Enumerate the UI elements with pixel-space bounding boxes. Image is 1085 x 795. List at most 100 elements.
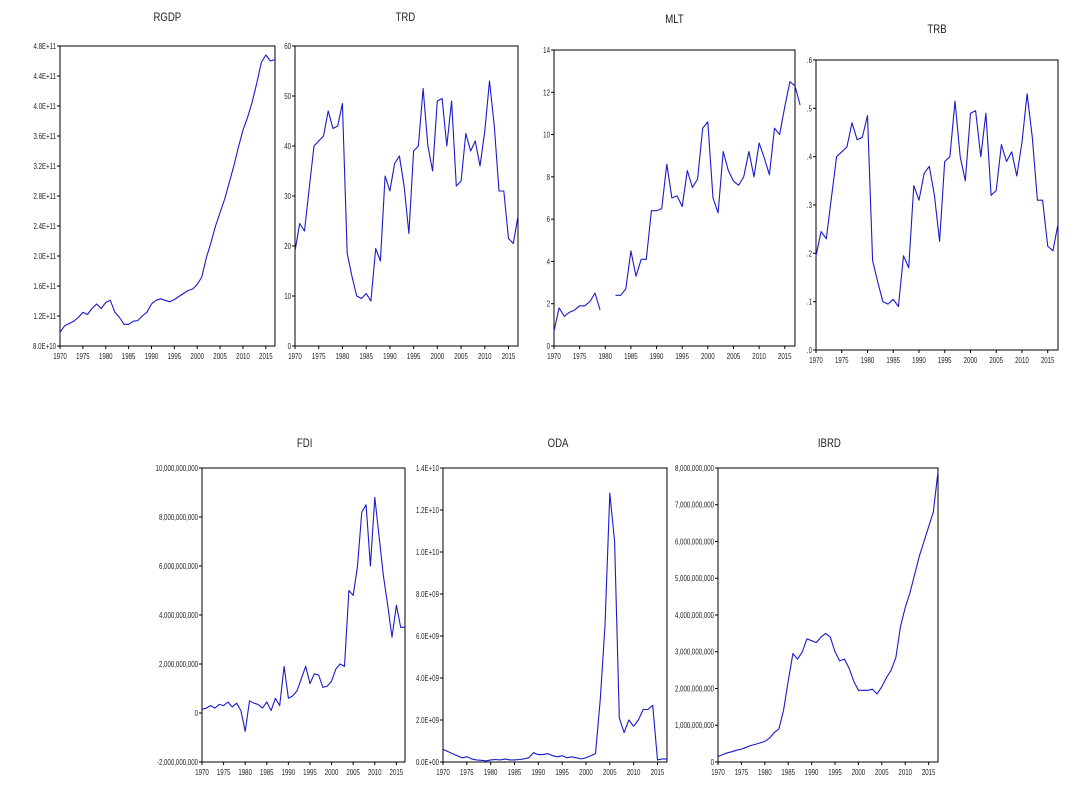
x-tick-label: 2000 bbox=[852, 767, 866, 777]
x-tick-label: 1995 bbox=[555, 767, 569, 777]
y-tick-label: 7,000,000,000 bbox=[675, 500, 714, 510]
y-tick-label: 4,000,000,000 bbox=[675, 610, 714, 620]
x-tick-label: 1990 bbox=[532, 767, 546, 777]
chart-panel-rgdp: RGDP 8.0E+10 1.2E+11 1.6E+11 2.0E+11 2.4E+11… bbox=[0, 0, 285, 380]
y-tick-label: 14 bbox=[543, 45, 550, 55]
y-tick-label: 2 bbox=[547, 299, 550, 309]
y-tick-label: 6,000,000,000 bbox=[159, 561, 198, 571]
y-tick-label: 1.0E+10 bbox=[416, 547, 439, 557]
y-tick-label: .0 bbox=[807, 345, 812, 355]
x-tick-label: 1980 bbox=[758, 767, 772, 777]
x-tick-label: 2005 bbox=[989, 355, 1003, 365]
series-line bbox=[815, 93, 1059, 308]
y-tick-label: 4.0E+09 bbox=[416, 673, 439, 683]
x-tick-label: 1975 bbox=[217, 767, 231, 777]
x-tick-label: 1975 bbox=[573, 351, 587, 361]
y-tick-label: 8,000,000,000 bbox=[675, 463, 714, 473]
y-tick-label: 4.4E+11 bbox=[34, 71, 56, 81]
x-tick-label: 1970 bbox=[436, 767, 450, 777]
y-tick-label: 10 bbox=[284, 291, 291, 301]
y-tick-label: 0 bbox=[288, 341, 291, 351]
x-tick-label: 1985 bbox=[508, 767, 522, 777]
x-tick-label: 1995 bbox=[168, 351, 182, 361]
chart-svg: .0 .1 .2 .3 .4 .5 .6 1970 1975 1980 1985 1990 1995 20… bbox=[807, 55, 1059, 365]
x-tick-label: 2010 bbox=[478, 351, 492, 361]
x-tick-label: 2000 bbox=[431, 351, 445, 361]
y-tick-label: .1 bbox=[807, 297, 812, 307]
x-tick-label: 2010 bbox=[627, 767, 641, 777]
x-tick-label: 1995 bbox=[938, 355, 952, 365]
y-tick-label: 0.0E+00 bbox=[416, 757, 439, 767]
y-tick-label: 4 bbox=[547, 256, 550, 266]
y-tick-label: .3 bbox=[807, 200, 812, 210]
x-tick-label: 2005 bbox=[213, 351, 227, 361]
x-tick-label: 1975 bbox=[76, 351, 90, 361]
x-tick-label: 2015 bbox=[259, 351, 273, 361]
x-tick-label: 2005 bbox=[727, 351, 741, 361]
chart-svg: -2,000,000,000 0 2,000,000,000 4,000,000,00… bbox=[156, 463, 406, 777]
x-tick-label: 1990 bbox=[383, 351, 397, 361]
x-tick-label: 1970 bbox=[809, 355, 823, 365]
x-tick-label: 2015 bbox=[390, 767, 404, 777]
x-tick-label: 1995 bbox=[303, 767, 317, 777]
x-tick-label: 1975 bbox=[835, 355, 849, 365]
chart-title: TRD bbox=[395, 10, 416, 24]
x-tick-label: 1995 bbox=[828, 767, 842, 777]
y-tick-label: 6,000,000,000 bbox=[675, 536, 714, 546]
chart-panel-mlt: MLT 0 2 4 6 8 10 12 14 1970 1975 1980 1985 1990 1995 2… bbox=[540, 0, 810, 380]
x-tick-label: 1980 bbox=[861, 355, 875, 365]
x-tick-label: 1985 bbox=[260, 767, 274, 777]
x-tick-label: 1990 bbox=[282, 767, 296, 777]
x-tick-label: 2010 bbox=[236, 351, 250, 361]
y-tick-label: 1.2E+11 bbox=[34, 311, 56, 321]
chart-svg: 0 1,000,000,000 2,000,000,000 3,000,000,000… bbox=[675, 463, 939, 777]
x-tick-label: 2005 bbox=[603, 767, 617, 777]
x-tick-label: 2000 bbox=[579, 767, 593, 777]
chart-title: MLT bbox=[665, 12, 684, 26]
y-tick-label: 3,000,000,000 bbox=[675, 647, 714, 657]
series-line bbox=[294, 80, 519, 302]
y-tick-label: 0 bbox=[711, 757, 714, 767]
x-tick-label: 1985 bbox=[359, 351, 373, 361]
y-tick-label: 4,000,000,000 bbox=[159, 610, 198, 620]
chart-title: ODA bbox=[547, 436, 569, 450]
x-tick-label: 2005 bbox=[875, 767, 889, 777]
chart-svg: 0.0E+00 2.0E+09 4.0E+09 6.0E+09 8.0E+09 1.0E+… bbox=[416, 463, 668, 777]
plot-frame bbox=[815, 59, 1059, 351]
x-tick-label: 1980 bbox=[99, 351, 113, 361]
y-tick-label: 3.6E+11 bbox=[34, 131, 56, 141]
x-tick-label: 1990 bbox=[650, 351, 664, 361]
x-tick-label: 2015 bbox=[502, 351, 516, 361]
y-tick-label: .5 bbox=[807, 103, 812, 113]
chart-panel-oda: ODA 0.0E+00 2.0E+09 4.0E+09 6.0E+09 8.0E+09 1… bbox=[405, 430, 675, 795]
series-line bbox=[717, 471, 939, 758]
y-tick-label: 2.8E+11 bbox=[34, 191, 56, 201]
series-line bbox=[553, 81, 801, 332]
x-tick-label: 1990 bbox=[805, 767, 819, 777]
y-tick-label: 10 bbox=[543, 130, 550, 140]
x-tick-label: 2010 bbox=[1015, 355, 1029, 365]
x-tick-label: 1970 bbox=[53, 351, 67, 361]
x-tick-label: 2015 bbox=[651, 767, 665, 777]
y-tick-label: 2.0E+09 bbox=[416, 715, 439, 725]
x-tick-label: 2000 bbox=[190, 351, 204, 361]
chart-svg: 0 2 4 6 8 10 12 14 1970 1975 1980 1985 1990 1995 2000 2… bbox=[543, 45, 801, 361]
x-tick-label: 2010 bbox=[898, 767, 912, 777]
x-tick-label: 2000 bbox=[964, 355, 978, 365]
x-tick-label: 1980 bbox=[238, 767, 252, 777]
chart-svg: 8.0E+10 1.2E+11 1.6E+11 2.0E+11 2.4E+11 2.8E+… bbox=[33, 41, 276, 361]
y-tick-label: 0 bbox=[547, 341, 550, 351]
y-tick-label: .2 bbox=[807, 248, 812, 258]
x-tick-label: 1985 bbox=[624, 351, 638, 361]
x-tick-label: 2010 bbox=[368, 767, 382, 777]
y-tick-label: 3.2E+11 bbox=[34, 161, 56, 171]
x-tick-label: 2005 bbox=[346, 767, 360, 777]
y-tick-label: 20 bbox=[284, 241, 291, 251]
plot-frame bbox=[442, 467, 668, 763]
x-tick-label: 1980 bbox=[336, 351, 350, 361]
y-tick-label: 10,000,000,000 bbox=[156, 463, 198, 473]
chart-title: IBRD bbox=[817, 436, 841, 450]
x-tick-label: 1985 bbox=[122, 351, 136, 361]
y-tick-label: 8.0E+09 bbox=[416, 589, 439, 599]
y-tick-label: 6 bbox=[547, 214, 550, 224]
